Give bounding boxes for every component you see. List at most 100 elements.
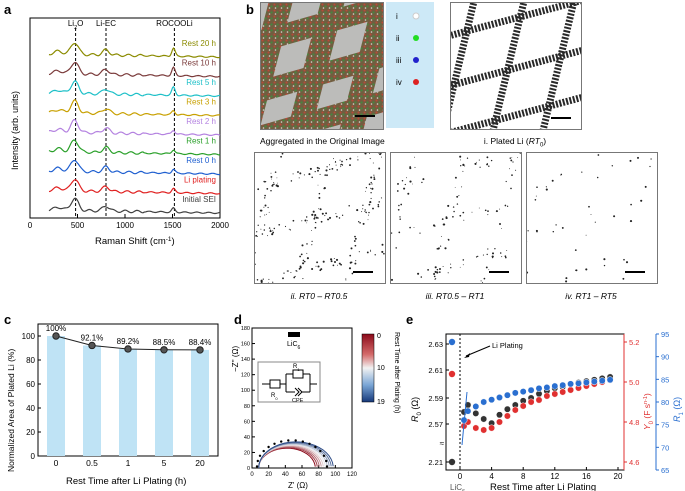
bar [191, 349, 209, 456]
e-point-y0 [567, 386, 575, 394]
r0-tick-label: 2.21 [428, 458, 443, 467]
panel-label-c: c [4, 312, 12, 327]
e-point-r1 [480, 398, 488, 406]
e-point-r1 [606, 376, 614, 384]
area-bar-chart: 0 20 40 60 80 100 0 0.5 1 5 20 100% 92.1% 89.2% 88.5% 8… [6, 323, 219, 487]
raman-xtick-label: 500 [71, 221, 85, 230]
nyquist-ytick-label: 60 [244, 419, 250, 425]
r1-axis-label: R1 (Ω) [672, 397, 685, 422]
caption-iv: iv. RT1 – RT5 [565, 291, 617, 301]
raman-series-line [48, 160, 221, 176]
fit-parameters-chart: Li Plating 0 4 8 12 16 20 2.21 2.57 2.59 2.61 2.63… [410, 330, 685, 491]
nyquist-ytick-label: 120 [241, 373, 250, 379]
r1-tick-label: 90 [661, 353, 669, 362]
bar-ytick-label: 20 [26, 428, 35, 437]
nyquist-ylabel: −Z'' (Ω) [231, 346, 240, 372]
raman-series-label: Rest 2 h [186, 117, 216, 126]
raman-ylabel: Intensity (arb. units) [10, 91, 20, 170]
colorbar-tick-0: 0 [377, 333, 381, 340]
peak-label: Li2O [68, 19, 84, 31]
panel-e: e Li Plating 0 4 8 12 16 20 2.21 2.57 2.59 2.61 2.… [404, 312, 685, 491]
raman-series-label: Initial SEI [182, 195, 216, 204]
svg-text:R0: R0 [271, 393, 278, 401]
bar-data-label: 92.1% [81, 333, 104, 342]
r1-tick-label: 85 [661, 375, 669, 384]
lic6-point [280, 440, 283, 443]
diff-image-iv [526, 152, 658, 284]
e-point-r1 [496, 394, 503, 401]
bar-xtick-label: 20 [195, 458, 205, 468]
raman-xtick-label: 0 [28, 221, 33, 230]
bar-ytick-label: 40 [26, 404, 35, 413]
e-xtick-label: 20 [614, 472, 623, 481]
bar-ylabel: Normalized Area of Plated Li (%) [6, 349, 16, 472]
e-point-r0 [503, 405, 511, 413]
y0-tick-label: 4.8 [629, 418, 639, 427]
e-point-r1 [598, 377, 606, 385]
y0-tick-label: 5.0 [629, 378, 639, 387]
nyquist-xtick-label: 120 [347, 472, 358, 478]
caption-aggregated: Aggregated in the Original Image [260, 136, 385, 146]
peak-label: ROCOOLi [156, 19, 193, 28]
e-point-r1 [488, 396, 496, 404]
lic6-y0-point [448, 370, 456, 378]
bar-xtick-label: 0.5 [86, 458, 98, 468]
lic6-point [258, 454, 262, 457]
plated-li-image [450, 2, 582, 130]
e-point-r1 [527, 386, 535, 394]
e-point-r1 [472, 403, 480, 410]
e-point-r1 [519, 388, 527, 396]
svg-text:R1: R1 [293, 364, 300, 372]
panel-c: c 0 20 40 60 80 100 0 0.5 1 5 20 100% 92.1% 89.2% 88.5… [0, 312, 230, 491]
e-point-r0 [480, 415, 488, 423]
e-xlabel: Rest Time after Li Plating [490, 482, 596, 491]
bar-xlabel: Rest Time after Li Plating (h) [66, 476, 186, 487]
panel-d: d 0 20 40 60 80 100 120 0 20 40 60 80 100 120 140 160 18… [230, 312, 405, 491]
data-point [160, 346, 168, 354]
lic6-point [267, 445, 270, 449]
e-point-r1 [503, 391, 511, 399]
bar-ytick-label: 60 [26, 380, 35, 389]
lic6-point [273, 442, 276, 445]
nyquist-ytick-label: 40 [244, 435, 250, 441]
raman-series-label: Li plating [184, 176, 216, 185]
caption-iii: iii. RT0.5 – RT1 [425, 291, 485, 301]
nyquist-ytick-label: 0 [247, 466, 250, 472]
nyquist-ytick-label: 20 [244, 450, 250, 456]
e-xtick-label: 0 [458, 472, 463, 481]
data-point [124, 345, 132, 353]
lic6-r1-point [448, 338, 456, 346]
diff-image-iii [390, 152, 522, 284]
lic6-point [314, 445, 317, 449]
legend-item-dot [412, 12, 420, 20]
lic6-point [319, 449, 322, 453]
panel-a: a 0 500 1000 1500 2000 Li2O Li-EC ROCOOLi Rest… [0, 0, 240, 248]
lic6-point [322, 454, 326, 457]
bar-xtick-label: 5 [162, 458, 167, 468]
e-xtick-label: 8 [521, 472, 526, 481]
e-xtick-label: 12 [550, 472, 559, 481]
e-point-y0 [496, 418, 503, 426]
e-point-r0 [496, 411, 503, 419]
panel-label-b: b [246, 2, 254, 17]
r1-tick-label: 65 [661, 466, 669, 475]
scale-bar [353, 271, 373, 273]
aggregated-original-image [260, 2, 384, 130]
nyquist-xtick-label: 40 [282, 472, 289, 478]
mesh-photo [261, 3, 383, 129]
raman-series-label: Rest 10 h [182, 59, 216, 68]
bar [47, 336, 65, 456]
bar [83, 345, 101, 456]
annotation-arrow [465, 345, 491, 357]
bar-xtick-label: 1 [126, 458, 131, 468]
raman-series-line [48, 61, 221, 78]
lic6-legend-swatch [288, 332, 300, 337]
raman-series-label: Rest 20 h [182, 39, 216, 48]
nyquist-ytick-label: 100 [241, 388, 250, 394]
e-point-y0 [535, 396, 543, 404]
e-plot-frame [445, 333, 625, 471]
colorbar-tick-10: 10 [377, 365, 385, 372]
nyquist-xtick-label: 60 [299, 472, 306, 478]
panel-label-a: a [4, 2, 12, 17]
y0-axis-label: Y0 (F sn-1) [642, 393, 655, 430]
